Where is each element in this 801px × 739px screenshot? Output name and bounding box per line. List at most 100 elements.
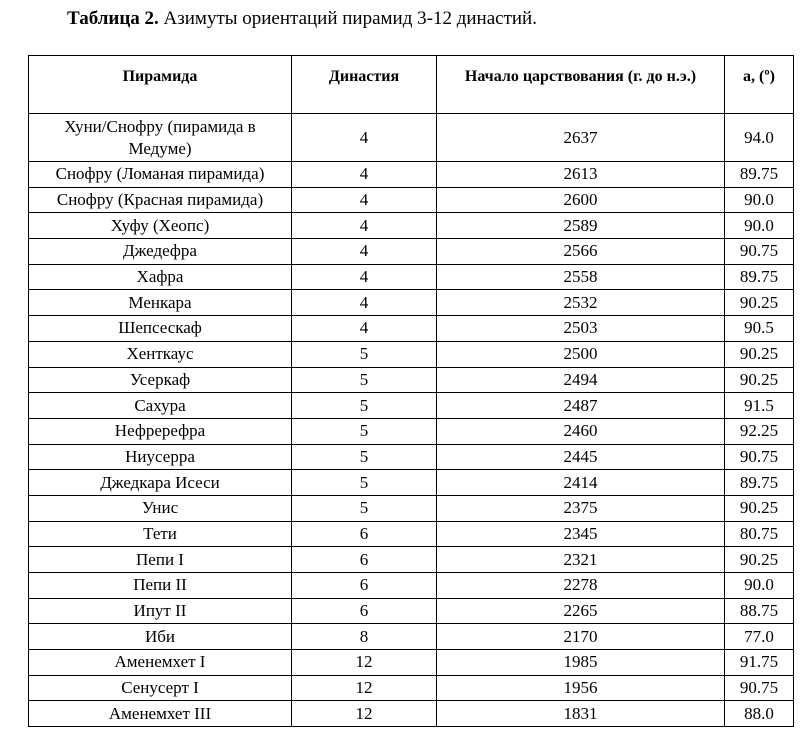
table-row: Сахура 5 2487 91.5 [28, 392, 794, 419]
table-header-row: Пирамида Династия Начало царствования (г… [28, 55, 794, 114]
cell-reign-start: 1985 [436, 649, 725, 676]
table-body: Хуни/Снофру (пирамида в Медуме) 4 2637 94.0… [28, 113, 794, 728]
cell-dynasty: 4 [291, 113, 437, 162]
table-row: Джедефра 4 2566 90.75 [28, 238, 794, 265]
cell-pyramid: Ниусерра [28, 443, 292, 471]
table-row: Тети 6 2345 80.75 [28, 520, 794, 548]
cell-reign-start: 2500 [436, 340, 725, 368]
cell-dynasty: 4 [291, 238, 437, 265]
table-row: Нефререфра 5 2460 92.25 [28, 417, 794, 445]
cell-reign-start: 2532 [436, 289, 725, 317]
pyramid-azimuth-table: Пирамида Династия Начало царствования (г… [28, 55, 794, 728]
table-row: Менкара 4 2532 90.25 [28, 289, 794, 317]
cell-reign-start: 2494 [436, 366, 725, 394]
cell-azimuth: 80.75 [724, 520, 794, 548]
cell-dynasty: 5 [291, 469, 437, 496]
cell-reign-start: 2345 [436, 520, 725, 548]
cell-azimuth: 88.75 [724, 597, 794, 625]
cell-pyramid: Хафра [28, 263, 292, 291]
cell-pyramid: Ипут II [28, 597, 292, 625]
cell-reign-start: 2460 [436, 417, 725, 445]
cell-reign-start: 2414 [436, 469, 725, 496]
cell-dynasty: 4 [291, 289, 437, 317]
table-row: Аменемхет I 12 1985 91.75 [28, 649, 794, 676]
cell-dynasty: 6 [291, 520, 437, 548]
cell-azimuth: 90.25 [724, 340, 794, 368]
cell-pyramid: Хуни/Снофру (пирамида в Медуме) [28, 113, 292, 162]
table-row: Хуфу (Хеопс) 4 2589 90.0 [28, 212, 794, 240]
table-row: Иби 8 2170 77.0 [28, 623, 794, 651]
table-row: Снофру (Красная пирамида) 4 2600 90.0 [28, 186, 794, 214]
cell-dynasty: 5 [291, 443, 437, 471]
cell-dynasty: 5 [291, 417, 437, 445]
cell-reign-start: 2487 [436, 392, 725, 419]
table-row: Хафра 4 2558 89.75 [28, 263, 794, 291]
cell-azimuth: 90.5 [724, 315, 794, 342]
cell-dynasty: 12 [291, 674, 437, 702]
cell-pyramid: Менкара [28, 289, 292, 317]
cell-reign-start: 2278 [436, 572, 725, 599]
cell-pyramid: Снофру (Красная пирамида) [28, 186, 292, 214]
table-row: Хуни/Снофру (пирамида в Медуме) 4 2637 94.0 [28, 113, 794, 162]
cell-reign-start: 2265 [436, 597, 725, 625]
table-row: Шепсескаф 4 2503 90.5 [28, 315, 794, 342]
cell-dynasty: 6 [291, 572, 437, 599]
cell-azimuth: 89.75 [724, 263, 794, 291]
cell-azimuth: 90.75 [724, 674, 794, 702]
table-row: Усеркаф 5 2494 90.25 [28, 366, 794, 394]
cell-reign-start: 2170 [436, 623, 725, 651]
cell-pyramid: Иби [28, 623, 292, 651]
cell-azimuth: 92.25 [724, 417, 794, 445]
cell-reign-start: 2589 [436, 212, 725, 240]
cell-azimuth: 90.0 [724, 186, 794, 214]
table-caption: Таблица 2. Азимуты ориентаций пирамид 3-… [67, 8, 537, 30]
cell-pyramid: Хенткаус [28, 340, 292, 368]
table-row: Пепи I 6 2321 90.25 [28, 546, 794, 573]
cell-dynasty: 4 [291, 212, 437, 240]
header-azimuth: a, (º) [724, 55, 794, 114]
cell-reign-start: 1831 [436, 700, 725, 728]
cell-reign-start: 2637 [436, 113, 725, 162]
table-row: Хенткаус 5 2500 90.25 [28, 340, 794, 368]
cell-pyramid: Сахура [28, 392, 292, 419]
table-row: Ниусерра 5 2445 90.75 [28, 443, 794, 471]
cell-azimuth: 91.75 [724, 649, 794, 676]
cell-dynasty: 6 [291, 546, 437, 573]
cell-pyramid: Джедкара Исеси [28, 469, 292, 496]
cell-dynasty: 5 [291, 494, 437, 522]
header-pyramid: Пирамида [28, 55, 292, 114]
cell-reign-start: 2566 [436, 238, 725, 265]
table-row: Пепи II 6 2278 90.0 [28, 572, 794, 599]
cell-azimuth: 90.0 [724, 212, 794, 240]
cell-pyramid: Хуфу (Хеопс) [28, 212, 292, 240]
cell-reign-start: 2613 [436, 161, 725, 188]
cell-azimuth: 90.25 [724, 289, 794, 317]
header-dynasty: Династия [291, 55, 437, 114]
cell-pyramid: Аменемхет III [28, 700, 292, 728]
cell-pyramid: Нефререфра [28, 417, 292, 445]
cell-pyramid: Сенусерт I [28, 674, 292, 702]
caption-label: Таблица 2. [67, 8, 159, 29]
cell-dynasty: 4 [291, 186, 437, 214]
table-row: Унис 5 2375 90.25 [28, 494, 794, 522]
cell-azimuth: 77.0 [724, 623, 794, 651]
cell-reign-start: 2503 [436, 315, 725, 342]
cell-dynasty: 5 [291, 366, 437, 394]
cell-dynasty: 12 [291, 649, 437, 676]
cell-dynasty: 6 [291, 597, 437, 625]
cell-pyramid: Джедефра [28, 238, 292, 265]
table-row: Сенусерт I 12 1956 90.75 [28, 674, 794, 702]
cell-pyramid: Шепсескаф [28, 315, 292, 342]
cell-dynasty: 12 [291, 700, 437, 728]
cell-dynasty: 4 [291, 315, 437, 342]
table-row: Снофру (Ломаная пирамида) 4 2613 89.75 [28, 161, 794, 188]
table-row: Ипут II 6 2265 88.75 [28, 597, 794, 625]
cell-reign-start: 2558 [436, 263, 725, 291]
header-reign-start: Начало царствования (г. до н.э.) [436, 55, 725, 114]
cell-reign-start: 1956 [436, 674, 725, 702]
cell-dynasty: 8 [291, 623, 437, 651]
cell-azimuth: 88.0 [724, 700, 794, 728]
cell-azimuth: 89.75 [724, 469, 794, 496]
cell-pyramid: Унис [28, 494, 292, 522]
cell-dynasty: 5 [291, 340, 437, 368]
